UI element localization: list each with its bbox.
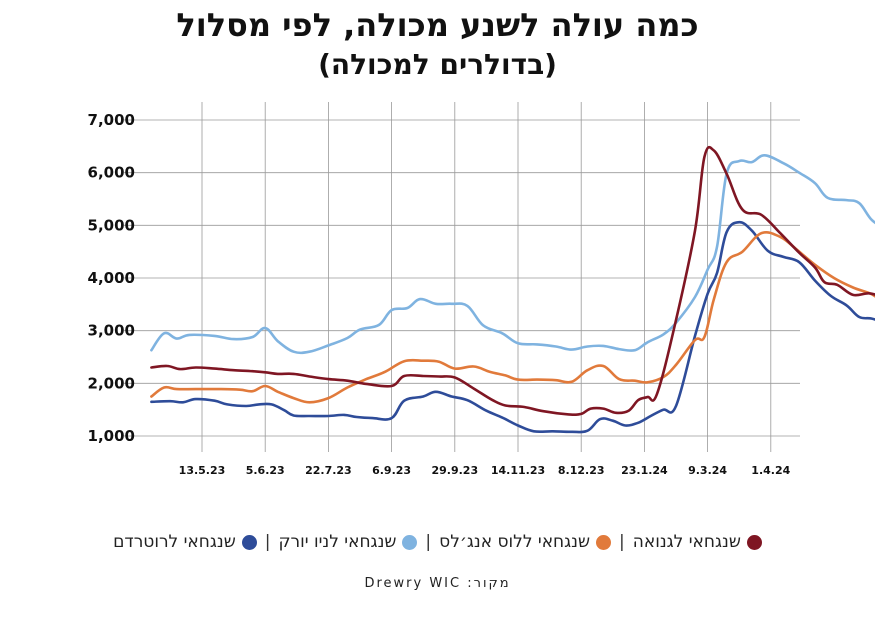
source-note: מקור: Drewry WIC <box>364 576 511 591</box>
chart-grid <box>124 102 800 452</box>
y-tick-label: 7,000 <box>88 111 135 129</box>
series-lines <box>150 145 875 434</box>
y-tick-label: 4,000 <box>88 269 135 287</box>
series-line-rotterdam <box>150 220 875 434</box>
chart-title: כמה עולה לשנע מכולה, לפי מסלול <box>176 6 699 44</box>
legend-label-new-york: שנגחאי לניו יורק <box>278 532 397 552</box>
x-tick-label: 14.11.23 <box>491 464 545 477</box>
x-tick-label: 8.12.23 <box>558 464 605 477</box>
x-tick-label: 13.5.23 <box>179 464 226 477</box>
series-line-new-york <box>150 154 875 355</box>
x-axis-ticks: 13.5.23 5.6.23 22.7.23 6.9.23 29.9.23 14.11.2… <box>179 464 791 477</box>
legend-item-los-angeles: שנגחאי ללוס אנג׳לס <box>439 532 612 552</box>
legend-item-rotterdam: שנגחאי לרוטרדם <box>113 532 257 552</box>
chart-legend: שנגחאי לגנואה | שנגחאי ללוס אנג׳לס | שנג… <box>0 532 875 552</box>
legend-separator: | <box>425 532 432 552</box>
legend-item-genoa: שנגחאי לגנואה <box>633 532 762 552</box>
series-line-los-angeles <box>150 230 875 404</box>
y-tick-label: 5,000 <box>88 216 135 234</box>
y-tick-label: 1,000 <box>88 427 135 445</box>
legend-swatch-new-york <box>402 534 418 550</box>
legend-swatch-genoa <box>746 534 762 550</box>
x-tick-label: 9.3.24 <box>688 464 727 477</box>
series-line-genoa <box>150 145 875 417</box>
chart-subtitle: (בדולרים למכולה) <box>318 48 557 81</box>
legend-item-new-york: שנגחאי לניו יורק <box>278 532 418 552</box>
legend-separator: | <box>619 532 625 552</box>
legend-label-genoa: שנגחאי לגנואה <box>632 532 741 552</box>
y-axis-ticks: 1,000 2,000 3,000 4,000 5,000 6,000 7,000 <box>88 111 135 445</box>
y-tick-label: 6,000 <box>88 164 135 182</box>
x-tick-label: 5.6.23 <box>246 464 285 477</box>
legend-label-rotterdam: שנגחאי לרוטרדם <box>113 532 236 552</box>
legend-label-los-angeles: שנגחאי ללוס אנג׳לס <box>439 532 591 552</box>
legend-swatch-rotterdam <box>241 534 257 550</box>
x-tick-label: 1.4.24 <box>751 464 790 477</box>
x-tick-label: 29.9.23 <box>431 464 478 477</box>
x-tick-label: 6.9.23 <box>372 464 411 477</box>
legend-separator: | <box>264 532 271 552</box>
legend-swatch-los-angeles <box>596 534 612 550</box>
x-tick-label: 22.7.23 <box>305 464 352 477</box>
y-tick-label: 2,000 <box>88 374 135 392</box>
y-tick-label: 3,000 <box>88 322 135 340</box>
x-tick-label: 23.1.24 <box>621 464 668 477</box>
